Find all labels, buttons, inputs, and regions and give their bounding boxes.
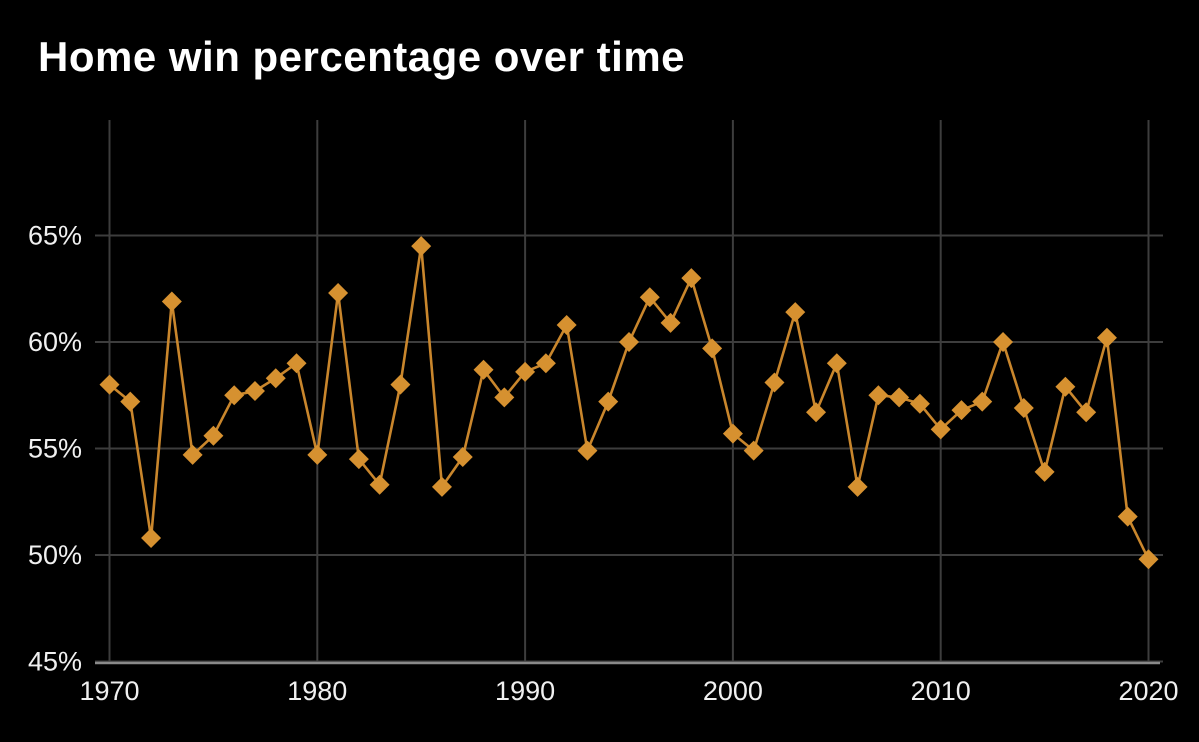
data-point-1984	[390, 374, 411, 395]
data-point-2011	[951, 400, 972, 421]
data-point-1978	[265, 368, 286, 389]
data-point-1979	[286, 353, 307, 374]
data-point-1993	[577, 440, 598, 461]
data-point-2013	[993, 332, 1014, 352]
data-point-1995	[619, 332, 639, 352]
data-point-2003	[785, 302, 806, 323]
data-point-2001	[743, 440, 764, 461]
y-tick-label: 65%	[28, 221, 82, 251]
data-point-1981	[328, 283, 349, 304]
data-point-2002	[764, 372, 785, 393]
data-point-1994	[598, 391, 619, 412]
data-point-1973	[161, 291, 182, 312]
data-point-1975	[203, 425, 224, 446]
data-point-2014	[1013, 398, 1034, 419]
y-tick-label: 60%	[28, 327, 82, 357]
data-point-1997	[660, 312, 681, 333]
data-point-2019	[1117, 506, 1138, 527]
data-point-1989	[494, 387, 515, 408]
y-tick-label: 55%	[28, 434, 82, 464]
data-point-2008	[889, 387, 910, 408]
data-point-2007	[868, 385, 889, 406]
data-point-1988	[473, 359, 494, 380]
data-point-2012	[972, 391, 993, 412]
series-line	[108, 244, 1150, 561]
data-point-1977	[244, 380, 265, 401]
data-point-1990	[515, 361, 536, 382]
data-point-1970	[99, 374, 120, 395]
data-point-1986	[431, 476, 452, 497]
data-point-1974	[182, 444, 203, 465]
data-point-2020	[1138, 549, 1159, 570]
data-point-1996	[639, 287, 660, 308]
y-tick-label: 50%	[28, 540, 82, 570]
x-tick-label: 2000	[703, 676, 763, 706]
x-tick-label: 1970	[79, 676, 139, 706]
data-point-2018	[1096, 327, 1117, 348]
x-tick-label: 2020	[1118, 676, 1178, 706]
data-point-1985	[411, 236, 432, 257]
y-tick-label: 45%	[28, 647, 82, 677]
data-point-2000	[722, 423, 743, 444]
data-point-2017	[1076, 402, 1097, 423]
data-point-1976	[224, 385, 245, 406]
data-point-2010	[930, 419, 951, 440]
data-point-1980	[307, 444, 328, 465]
data-point-1999	[702, 338, 723, 359]
data-point-2006	[847, 476, 868, 497]
data-point-1971	[120, 391, 141, 412]
data-point-1987	[452, 447, 473, 468]
data-point-1991	[535, 353, 556, 374]
x-tick-label: 1990	[495, 676, 555, 706]
data-point-2015	[1034, 461, 1055, 482]
data-point-1998	[681, 268, 702, 289]
chart-title: Home win percentage over time	[38, 33, 686, 80]
x-tick-label: 1980	[287, 676, 347, 706]
x-tick-label: 2010	[911, 676, 971, 706]
data-point-2009	[909, 393, 930, 414]
data-point-1972	[141, 527, 162, 548]
data-point-1992	[556, 314, 577, 335]
data-point-2016	[1055, 376, 1076, 397]
data-point-2004	[806, 402, 827, 423]
data-point-1982	[348, 449, 369, 470]
data-point-1983	[369, 474, 390, 495]
data-point-2005	[826, 353, 847, 374]
